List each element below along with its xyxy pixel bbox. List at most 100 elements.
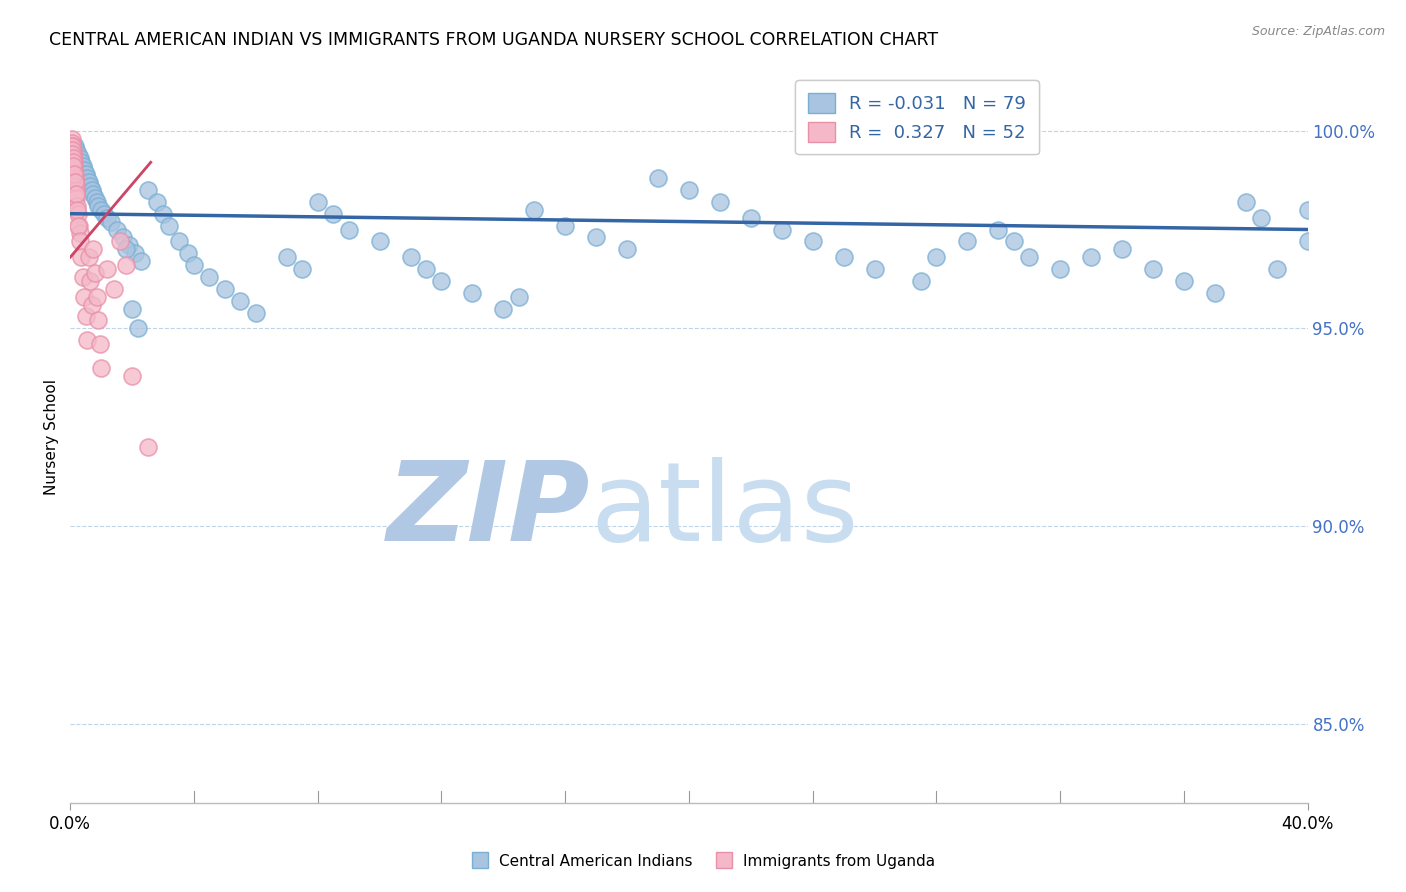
Point	[90, 360, 112, 375]
Point	[1002, 235, 1025, 249]
Point	[832, 250, 855, 264]
Point	[1142, 262, 1164, 277]
Point	[337, 222, 360, 236]
Point	[77, 250, 100, 264]
Point	[167, 235, 190, 249]
Point	[678, 183, 700, 197]
Point	[75, 167, 97, 181]
Point	[709, 194, 731, 209]
Point	[1049, 262, 1071, 277]
Point	[276, 250, 298, 264]
Legend: R = -0.031   N = 79, R =  0.327   N = 52: R = -0.031 N = 79, R = 0.327 N = 52	[794, 80, 1039, 154]
Point	[492, 301, 515, 316]
Text: CENTRAL AMERICAN INDIAN VS IMMIGRANTS FROM UGANDA NURSERY SCHOOL CORRELATION CHA: CENTRAL AMERICAN INDIAN VS IMMIGRANTS FR…	[49, 31, 938, 49]
Point	[65, 175, 87, 189]
Point	[96, 211, 118, 225]
Point	[399, 250, 422, 264]
Point	[62, 144, 84, 158]
Point	[554, 219, 576, 233]
Point	[79, 179, 101, 194]
Point	[93, 207, 115, 221]
Point	[63, 171, 86, 186]
Point	[415, 262, 437, 277]
Point	[67, 147, 90, 161]
Legend: Central American Indians, Immigrants from Uganda: Central American Indians, Immigrants fro…	[465, 848, 941, 875]
Point	[322, 207, 344, 221]
Point	[368, 235, 391, 249]
Point	[127, 321, 149, 335]
Point	[67, 219, 90, 233]
Point	[65, 186, 87, 201]
Point	[82, 242, 105, 256]
Point	[956, 235, 979, 249]
Point	[77, 175, 100, 189]
Point	[82, 186, 105, 201]
Point	[89, 337, 111, 351]
Point	[118, 238, 141, 252]
Point	[108, 235, 131, 249]
Point	[70, 155, 93, 169]
Point	[60, 131, 83, 145]
Point	[925, 250, 948, 264]
Point	[73, 163, 96, 178]
Point	[105, 222, 128, 236]
Point	[66, 202, 89, 217]
Point	[69, 152, 91, 166]
Point	[198, 269, 221, 284]
Point	[121, 368, 143, 383]
Point	[1173, 274, 1195, 288]
Point	[60, 139, 83, 153]
Point	[183, 258, 205, 272]
Point	[987, 222, 1010, 236]
Point	[63, 139, 86, 153]
Point	[65, 191, 87, 205]
Point	[136, 440, 159, 454]
Point	[910, 274, 932, 288]
Point	[291, 262, 314, 277]
Point	[80, 298, 103, 312]
Point	[146, 194, 169, 209]
Point	[60, 144, 83, 158]
Point	[66, 199, 89, 213]
Point	[245, 305, 267, 319]
Point	[616, 242, 638, 256]
Point	[1111, 242, 1133, 256]
Point	[461, 285, 484, 300]
Point	[69, 227, 91, 241]
Point	[307, 194, 329, 209]
Point	[90, 202, 112, 217]
Point	[647, 171, 669, 186]
Point	[111, 230, 134, 244]
Y-axis label: Nursery School: Nursery School	[44, 379, 59, 495]
Point	[157, 219, 180, 233]
Point	[1234, 194, 1257, 209]
Point	[121, 301, 143, 316]
Point	[65, 144, 87, 158]
Point	[62, 155, 84, 169]
Point	[124, 246, 146, 260]
Point	[585, 230, 607, 244]
Point	[1080, 250, 1102, 264]
Point	[1296, 202, 1319, 217]
Point	[70, 250, 93, 264]
Text: Source: ZipAtlas.com: Source: ZipAtlas.com	[1251, 25, 1385, 38]
Point	[84, 191, 107, 205]
Point	[87, 199, 110, 213]
Point	[73, 290, 96, 304]
Point	[115, 258, 138, 272]
Point	[430, 274, 453, 288]
Point	[75, 310, 97, 324]
Point	[1296, 235, 1319, 249]
Point	[69, 235, 91, 249]
Point	[136, 183, 159, 197]
Point	[770, 222, 793, 236]
Point	[79, 274, 101, 288]
Point	[229, 293, 252, 308]
Point	[62, 147, 84, 161]
Point	[86, 290, 108, 304]
Point	[62, 159, 84, 173]
Point	[1204, 285, 1226, 300]
Point	[65, 179, 87, 194]
Point	[65, 183, 87, 197]
Point	[177, 246, 200, 260]
